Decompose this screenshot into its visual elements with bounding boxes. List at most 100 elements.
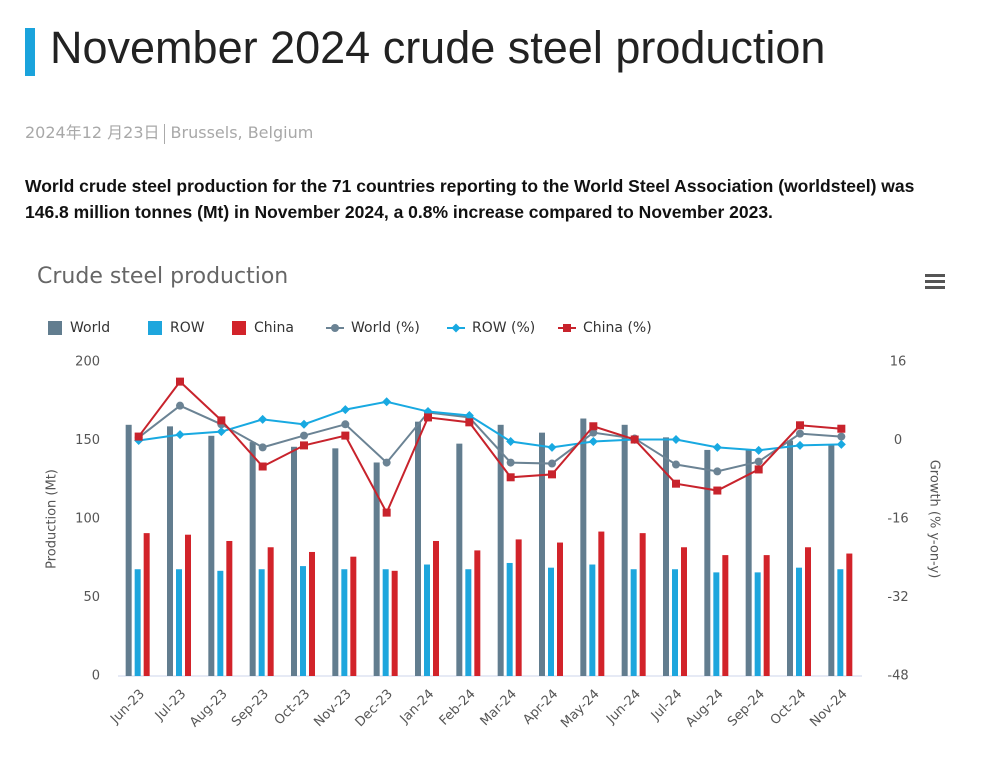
point xyxy=(506,473,515,482)
bar xyxy=(722,555,729,676)
bar xyxy=(167,426,173,676)
bar xyxy=(497,424,504,676)
x-tick-label: Oct-24 xyxy=(768,687,810,729)
bar xyxy=(433,540,439,676)
x-tick-label: Sep-23 xyxy=(229,687,272,730)
chart: Crude steel production 0 50 100 150 200 -48 -3… xyxy=(37,264,945,731)
legend-item[interactable]: ROW (%) xyxy=(447,320,535,336)
x-tick-label: Jul-24 xyxy=(648,687,685,724)
accent-bar xyxy=(25,28,35,76)
bar xyxy=(754,572,761,676)
bar xyxy=(713,572,720,676)
bar xyxy=(143,533,150,676)
point xyxy=(672,460,680,469)
point xyxy=(588,436,598,446)
x-tick-label: Jun-24 xyxy=(603,687,644,728)
bar xyxy=(796,567,802,676)
bar xyxy=(391,570,398,676)
bar xyxy=(185,534,191,676)
summary-line: 146.8 million tonnes (Mt) in November 20… xyxy=(25,202,773,222)
bar xyxy=(515,539,522,676)
legend-swatch xyxy=(148,321,162,335)
point xyxy=(506,458,515,467)
point xyxy=(176,377,184,386)
legend-item[interactable]: World xyxy=(48,320,110,336)
bar xyxy=(828,445,835,676)
legend-marker xyxy=(451,323,461,333)
bar xyxy=(474,550,481,676)
bar xyxy=(846,553,853,676)
line xyxy=(137,380,842,515)
point xyxy=(258,414,268,424)
menu-button[interactable] xyxy=(925,274,945,289)
point xyxy=(465,418,474,427)
line xyxy=(138,404,842,473)
y2-tick-label: -16 xyxy=(887,512,908,527)
bar xyxy=(373,462,380,676)
x-tick-label: May-24 xyxy=(558,687,602,731)
x-tick-label: Jan-24 xyxy=(397,687,438,728)
y2-tick-label: -32 xyxy=(887,590,908,605)
location: Brussels, Belgium xyxy=(170,123,314,142)
bar xyxy=(704,449,711,676)
point xyxy=(382,508,391,517)
bar xyxy=(557,542,563,676)
bar xyxy=(332,448,339,676)
point xyxy=(796,421,804,430)
bar xyxy=(763,555,770,676)
point xyxy=(671,435,681,445)
legend-item[interactable]: China xyxy=(232,320,294,336)
x-tick-label: Mar-24 xyxy=(478,687,520,729)
bar xyxy=(258,569,265,676)
point xyxy=(754,445,764,455)
point xyxy=(217,416,226,425)
bar xyxy=(630,569,637,676)
y-tick-label: 100 xyxy=(75,512,100,527)
legend-label: World xyxy=(70,320,110,336)
point xyxy=(341,431,350,440)
bar xyxy=(506,562,513,676)
x-tick-label: Aug-23 xyxy=(187,687,231,731)
bar xyxy=(267,547,274,676)
legend-label: China (%) xyxy=(583,320,652,336)
point xyxy=(134,432,143,441)
x-tick-label: Apr-24 xyxy=(520,687,561,728)
legend-item[interactable]: China (%) xyxy=(558,320,652,336)
point xyxy=(300,441,308,450)
separator xyxy=(163,123,165,144)
point xyxy=(424,413,432,422)
x-tick-label: Dec-23 xyxy=(353,687,396,730)
bar xyxy=(226,540,233,676)
point xyxy=(258,462,267,471)
bar xyxy=(341,569,348,676)
point xyxy=(506,436,516,446)
bar xyxy=(621,424,628,676)
legend-item[interactable]: World (%) xyxy=(326,320,420,336)
bar xyxy=(598,531,605,676)
y2-tick-label: -48 xyxy=(887,669,908,684)
point xyxy=(713,467,722,476)
bar xyxy=(125,424,132,676)
bar xyxy=(176,569,182,676)
point xyxy=(382,397,392,407)
x-tick-label: Sep-24 xyxy=(725,687,768,730)
date: 2024年12 月23日 xyxy=(25,123,160,142)
bar xyxy=(805,547,811,676)
y-tick-label: 50 xyxy=(83,590,100,605)
point xyxy=(258,443,267,452)
bar xyxy=(217,570,224,676)
point xyxy=(837,432,846,441)
x-tick-label: Nov-24 xyxy=(807,687,850,730)
point xyxy=(216,427,226,437)
menu-icon xyxy=(925,280,945,283)
bar xyxy=(424,564,430,676)
bar xyxy=(837,569,844,676)
point xyxy=(589,428,598,437)
x-tick-label: Jun-23 xyxy=(107,687,148,728)
legend-item[interactable]: ROW xyxy=(148,320,205,336)
legend-label: ROW xyxy=(170,320,205,336)
legend-swatch xyxy=(48,321,62,335)
legend-marker xyxy=(563,324,571,332)
bar xyxy=(134,569,141,676)
